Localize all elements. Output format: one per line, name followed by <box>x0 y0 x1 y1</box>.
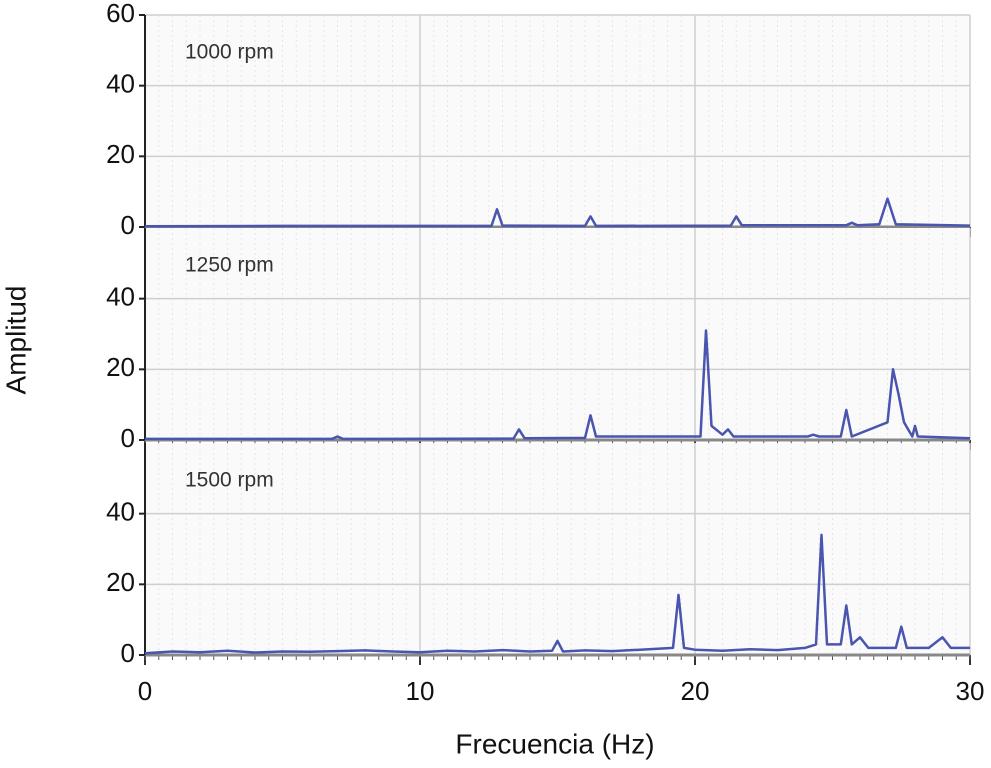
y-tick-label: 0 <box>121 423 135 453</box>
panel-label: 1500 rpm <box>185 469 274 492</box>
spectrum-line <box>144 533 970 655</box>
panel-label: 1250 rpm <box>185 254 274 277</box>
y-tick-label: 40 <box>106 282 135 312</box>
y-tick-label: 20 <box>106 139 135 169</box>
y-tick-label: 40 <box>106 69 135 99</box>
x-tick-label: 20 <box>681 676 710 706</box>
x-tick-label: 0 <box>138 676 152 706</box>
x-tick-label: 30 <box>956 676 985 706</box>
y-tick-label: 20 <box>106 352 135 382</box>
y-tick-label: 20 <box>106 567 135 597</box>
spectrum-line <box>145 329 971 441</box>
y-tick-label: 0 <box>121 638 135 668</box>
x-axis-label: Frecuencia (Hz) <box>455 728 654 759</box>
panel-label: 1000 rpm <box>185 41 274 64</box>
x-tick-label: 10 <box>406 676 435 706</box>
y-axis-label: Amplitud <box>0 286 31 395</box>
y-tick-label: 0 <box>121 210 135 240</box>
y-tick-label: 60 <box>106 0 135 28</box>
spectrum-line <box>144 197 971 228</box>
y-tick-label: 40 <box>106 497 135 527</box>
